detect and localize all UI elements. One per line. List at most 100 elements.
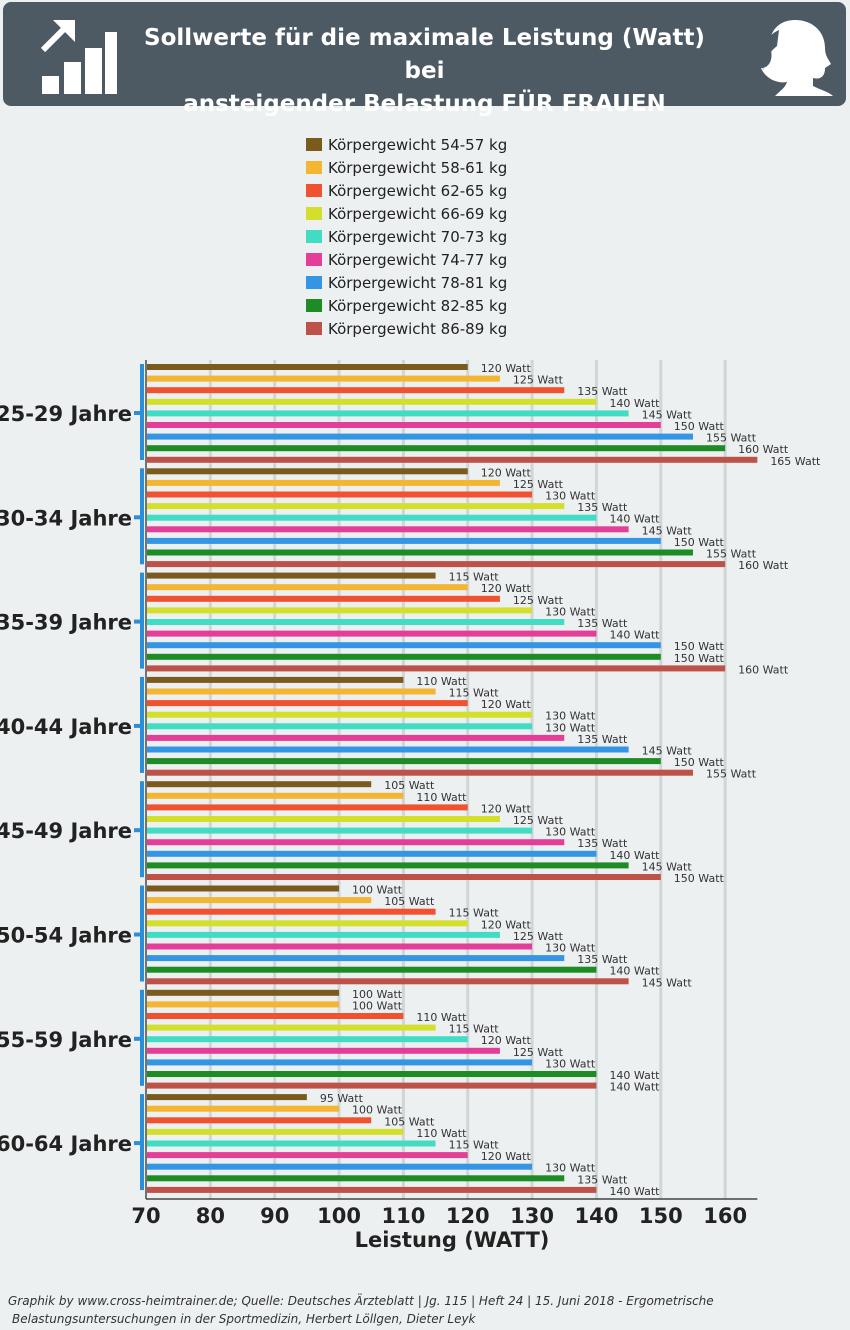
legend-label: Körpergewicht 62-65 kg: [328, 181, 508, 200]
bar: [147, 816, 500, 822]
bar: [147, 781, 372, 788]
legend-item: Körpergewicht 82-85 kg: [306, 294, 507, 317]
legend-item: Körpergewicht 54-57 kg: [306, 133, 507, 156]
woman-silhouette-icon: [761, 20, 833, 96]
bar-value-label: 130 Watt: [545, 1162, 596, 1175]
bar-value-label: 105 Watt: [384, 895, 435, 908]
bar: [147, 387, 565, 394]
bar: [147, 931, 500, 938]
bar-value-label: 150 Watt: [674, 536, 725, 549]
category-label: 30-34 Jahre: [0, 506, 132, 530]
bar-value-label: 130 Watt: [545, 605, 596, 618]
bar: [147, 398, 597, 405]
bar-value-label: 125 Watt: [513, 1046, 564, 1059]
bar-value-label: 130 Watt: [545, 826, 596, 839]
group-bracket-tick: [134, 411, 142, 415]
legend-item: Körpergewicht 66-69 kg: [306, 202, 507, 225]
legend-label: Körpergewicht 86-89 kg: [328, 319, 508, 338]
bar-value-label: 130 Watt: [545, 490, 596, 503]
bar-value-label: 120 Watt: [481, 802, 532, 815]
x-tick-label: 130: [510, 1204, 554, 1228]
bar: [147, 711, 533, 718]
bar: [147, 1105, 340, 1112]
bar: [147, 827, 533, 834]
bar: [147, 966, 597, 973]
bar: [147, 410, 629, 417]
bar: [147, 723, 533, 730]
legend-item: Körpergewicht 78-81 kg: [306, 271, 507, 294]
bar: [147, 700, 468, 707]
bar: [147, 758, 661, 765]
page-title: Sollwerte für die maximale Leistung (Wat…: [123, 22, 726, 121]
bar: [147, 468, 468, 475]
footer-line-1: Graphik by www.cross-heimtrainer.de; Que…: [8, 1294, 714, 1308]
bar-chart: 70 80 90 100 110 120 130 140 150 160 Leistung (WAT…: [0, 360, 821, 1252]
bar-value-label: 135 Watt: [577, 953, 628, 966]
bar: [147, 874, 661, 880]
category-label: 45-49 Jahre: [0, 819, 132, 843]
bar-value-label: 145 Watt: [642, 745, 693, 758]
legend-label: Körpergewicht 78-81 kg: [328, 273, 508, 292]
bar-value-label: 120 Watt: [481, 1034, 532, 1047]
legend-item: Körpergewicht 74-77 kg: [306, 248, 507, 271]
bar-value-label: 130 Watt: [545, 710, 596, 723]
bar-value-label: 135 Watt: [577, 1173, 628, 1186]
bar: [147, 978, 629, 985]
group-bracket-tick: [134, 1036, 142, 1041]
bar-value-label: 160 Watt: [738, 559, 789, 572]
bar-value-label: 130 Watt: [545, 721, 596, 734]
bar-value-label: 150 Watt: [674, 420, 725, 433]
bar-value-label: 115 Watt: [449, 687, 500, 700]
bar: [147, 433, 693, 440]
bar: [147, 1047, 500, 1054]
legend-label: Körpergewicht 58-61 kg: [328, 158, 508, 177]
bar: [147, 491, 533, 498]
bar-value-label: 140 Watt: [609, 1185, 660, 1198]
bar-value-label: 145 Watt: [642, 408, 693, 421]
bar: [147, 989, 340, 996]
bar-value-label: 115 Watt: [449, 571, 500, 584]
bar-value-label: 105 Watt: [384, 779, 435, 792]
bar-value-label: 110 Watt: [416, 1127, 467, 1140]
legend-item: Körpergewicht 86-89 kg: [306, 317, 507, 340]
legend-label: Körpergewicht 66-69 kg: [328, 204, 508, 223]
bar: [147, 584, 468, 591]
bar: [147, 1071, 597, 1077]
bar-value-label: 140 Watt: [609, 1069, 660, 1082]
bar: [147, 665, 726, 672]
bar: [147, 955, 565, 962]
bar-value-label: 125 Watt: [513, 814, 564, 827]
group-bracket-tick: [134, 828, 142, 833]
bar: [147, 1094, 307, 1101]
bar-value-label: 145 Watt: [642, 976, 693, 989]
legend-swatch: [306, 276, 322, 289]
bar-value-label: 150 Watt: [674, 756, 725, 769]
group-bracket-tick: [134, 515, 142, 520]
x-tick-label: 100: [317, 1204, 361, 1228]
title-line-1: Sollwerte für die maximale Leistung (Wat…: [144, 25, 705, 84]
bar: [147, 1024, 436, 1031]
bar: [147, 1117, 372, 1124]
bar-value-label: 100 Watt: [352, 884, 403, 897]
bar: [147, 897, 372, 904]
legend-swatch: [306, 322, 322, 335]
legend-label: Körpergewicht 70-73 kg: [328, 227, 508, 246]
legend-swatch: [306, 138, 322, 151]
bar-value-label: 135 Watt: [577, 837, 628, 850]
legend-swatch: [306, 184, 322, 197]
bar: [147, 503, 565, 510]
bar: [147, 607, 533, 614]
bar: [147, 526, 629, 533]
bar-value-label: 110 Watt: [416, 1011, 467, 1024]
bar: [147, 1186, 597, 1193]
bar-value-label: 135 Watt: [577, 501, 628, 514]
bar-value-label: 155 Watt: [706, 768, 757, 781]
bar-value-label: 145 Watt: [642, 524, 693, 537]
legend-label: Körpergewicht 54-57 kg: [328, 135, 508, 154]
x-tick-label: 80: [196, 1204, 225, 1228]
category-label: 50-54 Jahre: [0, 924, 132, 948]
x-tick-label: 90: [260, 1204, 289, 1228]
bar-value-label: 160 Watt: [738, 663, 789, 676]
x-tick-label: 120: [446, 1204, 490, 1228]
bar: [147, 769, 693, 776]
